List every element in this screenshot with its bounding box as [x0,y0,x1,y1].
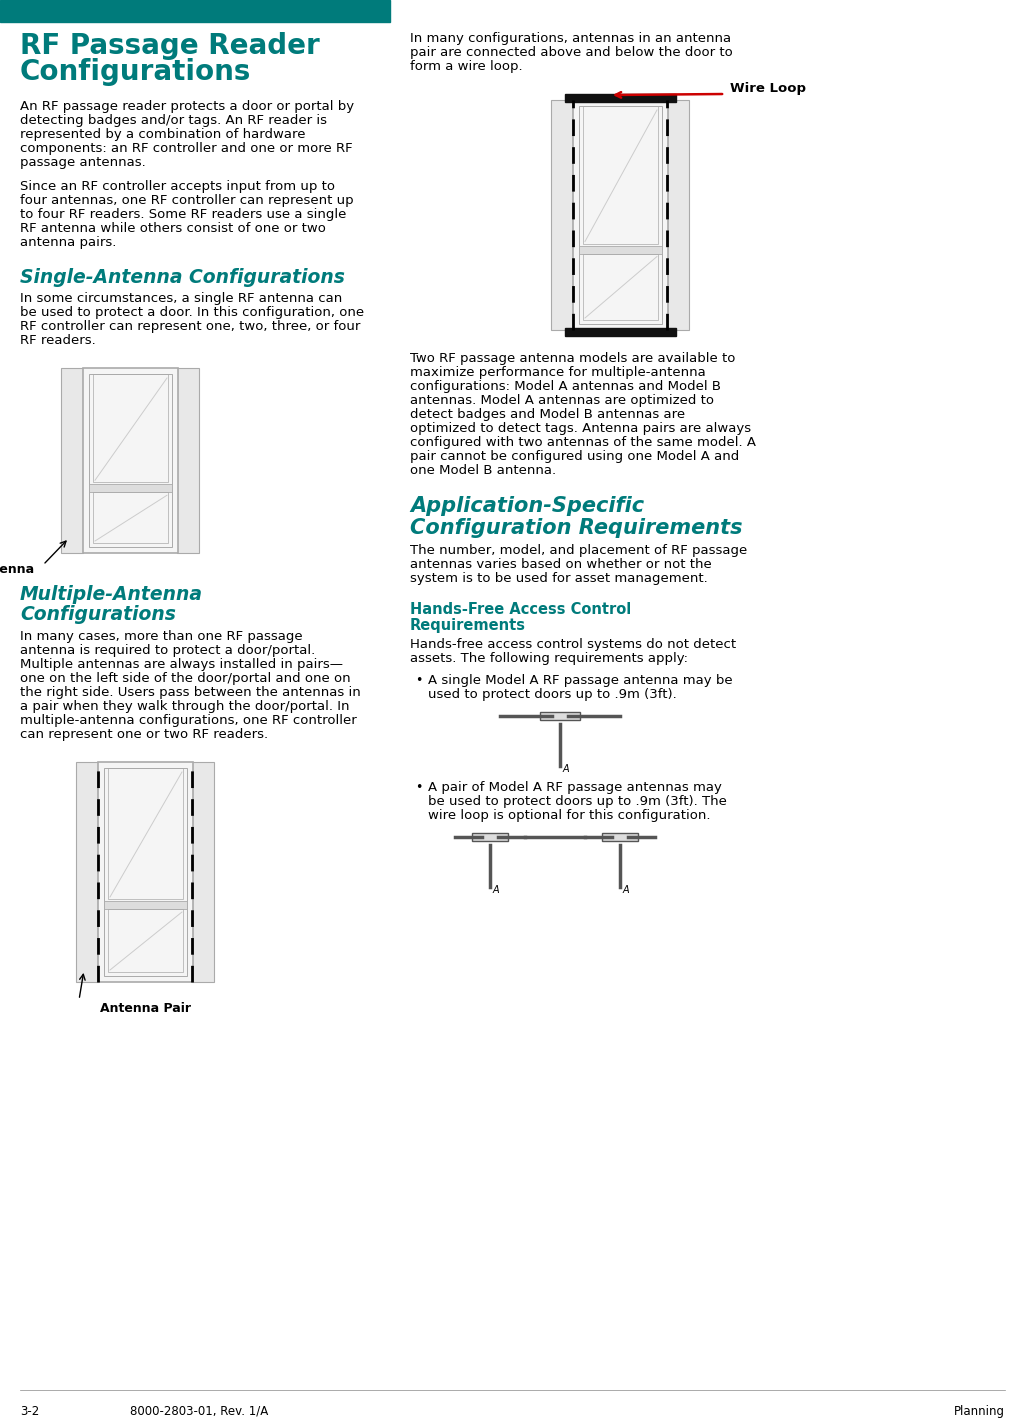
Text: RF readers.: RF readers. [20,334,95,347]
Bar [192,762,214,982]
Text: RF antenna while others consist of one or two: RF antenna while others consist of one o… [20,223,326,235]
Bar [93,374,168,482]
Bar [89,484,172,492]
Text: detecting badges and/or tags. An RF reader is: detecting badges and/or tags. An RF read… [20,114,327,127]
Text: Configurations: Configurations [20,605,176,624]
Text: Wire Loop: Wire Loop [730,81,806,96]
Text: detect badges and Model B antennas are: detect badges and Model B antennas are [410,408,685,421]
Bar [667,100,689,330]
Text: In many configurations, antennas in an antenna: In many configurations, antennas in an a… [410,31,731,46]
Text: In many cases, more than one RF passage: In many cases, more than one RF passage [20,629,302,644]
Bar [583,254,658,320]
Text: a pair when they walk through the door/portal. In: a pair when they walk through the door/p… [20,701,350,714]
Text: Antenna Pair: Antenna Pair [99,1002,191,1015]
Text: form a wire loop.: form a wire loop. [410,60,523,73]
Text: one on the left side of the door/portal and one on: one on the left side of the door/portal … [20,672,351,685]
Text: passage antennas.: passage antennas. [20,156,146,168]
Text: Multiple-Antenna: Multiple-Antenna [20,585,203,604]
Text: to four RF readers. Some RF readers use a single: to four RF readers. Some RF readers use … [20,208,346,221]
Bar [108,909,183,972]
Text: A: A [623,885,629,895]
Text: antenna is required to protect a door/portal.: antenna is required to protect a door/po… [20,644,316,656]
Text: configured with two antennas of the same model. A: configured with two antennas of the same… [410,437,756,450]
Text: assets. The following requirements apply:: assets. The following requirements apply… [410,652,688,665]
Text: Two RF passage antenna models are available to: Two RF passage antenna models are availa… [410,352,735,365]
Bar [573,100,668,330]
Bar [540,712,580,721]
Text: optimized to detect tags. Antenna pairs are always: optimized to detect tags. Antenna pairs … [410,422,751,435]
Text: multiple-antenna configurations, one RF controller: multiple-antenna configurations, one RF … [20,714,357,726]
Text: 8000-2803-01, Rev. 1/A: 8000-2803-01, Rev. 1/A [130,1406,269,1418]
Text: pair cannot be configured using one Model A and: pair cannot be configured using one Mode… [410,450,739,462]
Bar [98,762,193,982]
Text: RF controller can represent one, two, three, or four: RF controller can represent one, two, th… [20,320,361,332]
Bar [602,833,638,841]
Text: Since an RF controller accepts input from up to: Since an RF controller accepts input fro… [20,180,335,193]
Bar [177,368,199,554]
Text: pair are connected above and below the door to: pair are connected above and below the d… [410,46,733,59]
Text: Configurations: Configurations [20,59,251,86]
Bar [0,0,390,21]
Text: system is to be used for asset management.: system is to be used for asset managemen… [410,572,707,585]
Text: In some circumstances, a single RF antenna can: In some circumstances, a single RF anten… [20,293,342,305]
Bar [551,100,573,330]
Text: Application-Specific: Application-Specific [410,497,644,517]
Bar [76,762,98,982]
Text: Hands-Free Access Control: Hands-Free Access Control [410,602,631,616]
Text: Hands-free access control systems do not detect: Hands-free access control systems do not… [410,638,736,651]
Bar [583,106,658,244]
Text: A: A [563,763,570,773]
Text: Requirements: Requirements [410,618,526,634]
Text: •: • [415,674,422,686]
Text: An RF passage reader protects a door or portal by: An RF passage reader protects a door or … [20,100,354,113]
Text: antennas. Model A antennas are optimized to: antennas. Model A antennas are optimized… [410,394,714,407]
Text: the right side. Users pass between the antennas in: the right side. Users pass between the a… [20,686,361,699]
Text: Configuration Requirements: Configuration Requirements [410,518,742,538]
Text: antenna pairs.: antenna pairs. [20,235,117,248]
Bar [93,492,168,544]
Bar [108,768,183,899]
Bar [565,328,677,335]
Text: four antennas, one RF controller can represent up: four antennas, one RF controller can rep… [20,194,354,207]
Text: represented by a combination of hardware: represented by a combination of hardware [20,128,305,141]
Text: A: A [493,885,499,895]
Bar [89,374,172,547]
Text: A pair of Model A RF passage antennas may: A pair of Model A RF passage antennas ma… [428,781,722,793]
Text: •: • [415,781,422,793]
Text: The number, model, and placement of RF passage: The number, model, and placement of RF p… [410,544,747,557]
Text: RF Passage Reader: RF Passage Reader [20,31,320,60]
Text: one Model B antenna.: one Model B antenna. [410,464,557,477]
Text: A single Model A RF passage antenna may be: A single Model A RF passage antenna may … [428,674,733,686]
Bar [104,768,187,976]
Bar [579,106,662,324]
Bar [565,94,677,101]
Text: can represent one or two RF readers.: can represent one or two RF readers. [20,728,269,741]
Text: be used to protect a door. In this configuration, one: be used to protect a door. In this confi… [20,305,364,320]
Text: Planning: Planning [954,1406,1004,1418]
Bar [62,368,83,554]
Bar [472,833,508,841]
Bar [579,245,662,254]
Bar [83,368,178,554]
Text: Multiple antennas are always installed in pairs—: Multiple antennas are always installed i… [20,658,343,671]
Text: 3-2: 3-2 [20,1406,39,1418]
Text: wire loop is optional for this configuration.: wire loop is optional for this configura… [428,809,710,822]
Text: configurations: Model A antennas and Model B: configurations: Model A antennas and Mod… [410,380,721,392]
Text: Single-Antenna Configurations: Single-Antenna Configurations [20,268,344,287]
Text: used to protect doors up to .9m (3ft).: used to protect doors up to .9m (3ft). [428,688,676,701]
Text: antennas varies based on whether or not the: antennas varies based on whether or not … [410,558,711,571]
Bar [104,900,187,909]
Text: components: an RF controller and one or more RF: components: an RF controller and one or … [20,143,353,156]
Text: be used to protect doors up to .9m (3ft). The: be used to protect doors up to .9m (3ft)… [428,795,727,808]
Text: Antenna: Antenna [0,564,35,577]
Text: maximize performance for multiple-antenna: maximize performance for multiple-antenn… [410,365,706,380]
